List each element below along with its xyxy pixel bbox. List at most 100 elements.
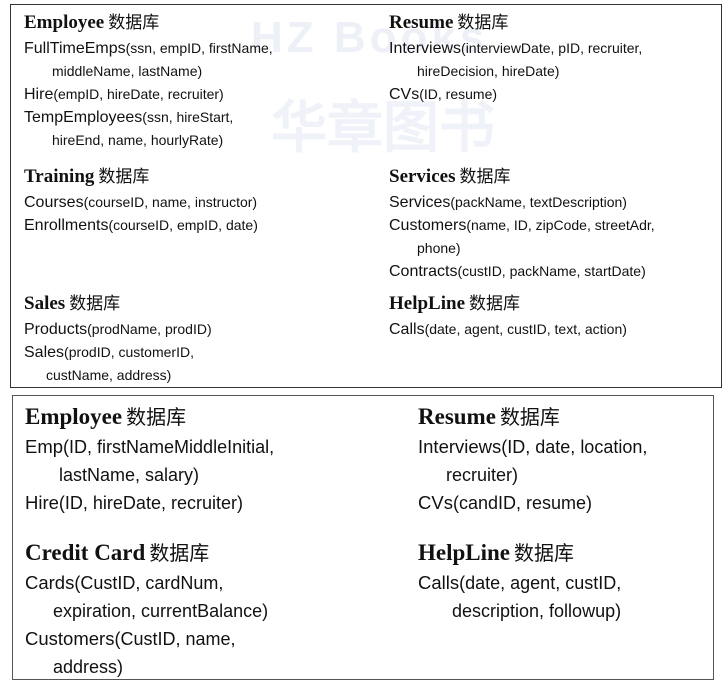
- name-label: TempEmployees: [24, 109, 143, 126]
- name-label: Resume: [418, 404, 496, 429]
- db-heading: HelpLine 数据库: [389, 292, 627, 316]
- table-fulltimeemps: FullTimeEmps(ssn, empID, firstName, middl…: [24, 37, 273, 83]
- attribute-list: (courseID, name, instructor): [83, 194, 258, 210]
- table-customers: Customers(CustID, name, address): [25, 625, 268, 681]
- attribute-list: (packName, textDescription): [450, 194, 627, 210]
- db-helpline: HelpLine 数据库 Calls(date, agent, custID, de…: [418, 539, 621, 625]
- attribute-list: (candID, resume): [452, 493, 592, 513]
- name-label: Products: [24, 321, 88, 338]
- attribute-list: (CustID, cardNum,: [74, 573, 224, 593]
- db-training: Training 数据库 Courses(courseID, name, inst…: [24, 165, 258, 237]
- table-courses: Courses(courseID, name, instructor): [24, 191, 258, 214]
- attribute-list: (ID, hireDate, recruiter): [58, 493, 243, 513]
- top-schema-panel: HZ Books 华章图书 Employee 数据库 FullTimeEmps(s…: [10, 4, 722, 388]
- db-heading: HelpLine 数据库: [418, 539, 621, 567]
- attribute-list-continued: lastName, salary): [59, 464, 200, 485]
- name-label: Sales: [24, 293, 66, 314]
- table-enrollments: Enrollments(courseID, empID, date): [24, 214, 258, 237]
- db-credit-card: Credit Card 数据库 Cards(CustID, cardNum, exp…: [25, 539, 268, 681]
- name-label: Emp: [25, 436, 64, 457]
- attribute-list-continued: middleName, lastName): [52, 63, 203, 79]
- db-heading: Employee 数据库: [25, 403, 274, 431]
- name-label: FullTimeEmps: [24, 40, 126, 57]
- attribute-list-continued: expiration, currentBalance): [53, 600, 269, 621]
- table-interviews: Interviews(ID, date, location, recruiter): [418, 433, 647, 489]
- name-label: Customers: [25, 628, 115, 649]
- db-heading: Services 数据库: [389, 165, 655, 189]
- table-calls: Calls(date, agent, custID, text, action): [389, 318, 627, 341]
- name-label: Resume: [389, 12, 454, 33]
- attribute-list: (ssn, empID, firstName,: [125, 40, 273, 56]
- db-heading: Credit Card 数据库: [25, 539, 268, 567]
- attribute-list: (interviewDate, pID, recruiter,: [461, 40, 643, 56]
- db-helpline: HelpLine 数据库 Calls(date, agent, custID, t…: [389, 292, 627, 341]
- name-label: Hire: [24, 86, 54, 103]
- db-heading: Resume 数据库: [389, 11, 642, 35]
- db-suffix-label: 数据库: [514, 541, 575, 565]
- attribute-list-continued: address): [53, 656, 124, 677]
- attribute-list-continued: recruiter): [446, 464, 519, 485]
- name-label: HelpLine: [389, 293, 466, 314]
- db-employee: Employee 数据库 FullTimeEmps(ssn, empID, fir…: [24, 11, 273, 152]
- table-customers: Customers(name, ID, zipCode, streetAdr, p…: [389, 214, 655, 260]
- name-label: CVs: [389, 86, 420, 103]
- db-suffix-label: 数据库: [459, 167, 511, 187]
- name-label: Cards: [25, 572, 75, 593]
- db-resume: Resume 数据库 Interviews(ID, date, location,…: [418, 403, 647, 518]
- name-label: CVs: [418, 492, 453, 513]
- db-suffix-label: 数据库: [98, 167, 150, 187]
- name-label: HelpLine: [418, 540, 511, 565]
- name-label: Hire: [25, 492, 59, 513]
- db-suffix-label: 数据库: [499, 405, 560, 429]
- db-heading: Resume 数据库: [418, 403, 647, 431]
- table-calls: Calls(date, agent, custID, description, f…: [418, 569, 621, 625]
- db-suffix-label: 数据库: [69, 294, 121, 314]
- name-label: Customers: [389, 217, 467, 234]
- db-services: Services 数据库 Services(packName, textDescr…: [389, 165, 655, 283]
- attribute-list-continued: hireDecision, hireDate): [417, 63, 560, 79]
- table-sales: Sales(prodID, customerID, custName, addre…: [24, 341, 212, 387]
- db-resume: Resume 数据库 Interviews(interviewDate, pID,…: [389, 11, 642, 106]
- name-label: Calls: [389, 321, 425, 338]
- db-heading: Sales 数据库: [24, 292, 212, 316]
- db-employee: Employee 数据库 Emp(ID, firstNameMiddleIniti…: [25, 403, 274, 518]
- table-emp: Emp(ID, firstNameMiddleInitial, lastName,…: [25, 433, 274, 489]
- table-hire: Hire(ID, hireDate, recruiter): [25, 489, 274, 518]
- table-cards: Cards(CustID, cardNum, expiration, curren…: [25, 569, 268, 625]
- name-label: Enrollments: [24, 217, 109, 234]
- db-suffix-label: 数据库: [108, 13, 160, 33]
- table-cvs: CVs(ID, resume): [389, 83, 642, 106]
- name-label: Training: [24, 166, 95, 187]
- name-label: Interviews: [418, 436, 502, 457]
- name-label: Interviews: [389, 40, 462, 57]
- db-suffix-label: 数据库: [457, 13, 509, 33]
- attribute-list-continued: hireEnd, name, hourlyRate): [52, 132, 224, 148]
- db-suffix-label: 数据库: [126, 405, 187, 429]
- attribute-list-continued: phone): [417, 240, 461, 256]
- name-label: Sales: [24, 344, 65, 361]
- attribute-list: (date, agent, custID, text, action): [424, 321, 627, 337]
- table-services: Services(packName, textDescription): [389, 191, 655, 214]
- table-products: Products(prodName, prodID): [24, 318, 212, 341]
- name-label: Services: [389, 194, 451, 211]
- attribute-list: (CustID, name,: [114, 629, 236, 649]
- name-label: Contracts: [389, 263, 458, 280]
- attribute-list: (ID, firstNameMiddleInitial,: [63, 437, 275, 457]
- attribute-list: (ssn, hireStart,: [142, 109, 234, 125]
- attribute-list-continued: description, followup): [452, 600, 622, 621]
- table-contracts: Contracts(custID, packName, startDate): [389, 260, 655, 283]
- name-label: Calls: [418, 572, 460, 593]
- attribute-list: (date, agent, custID,: [459, 573, 622, 593]
- db-heading: Training 数据库: [24, 165, 258, 189]
- name-label: Credit Card: [25, 540, 146, 565]
- name-label: Services: [389, 166, 456, 187]
- name-label: Courses: [24, 194, 84, 211]
- attribute-list: (empID, hireDate, recruiter): [53, 86, 224, 102]
- table-interviews: Interviews(interviewDate, pID, recruiter…: [389, 37, 642, 83]
- table-hire: Hire(empID, hireDate, recruiter): [24, 83, 273, 106]
- table-tempemployees: TempEmployees(ssn, hireStart, hireEnd, na…: [24, 106, 273, 152]
- attribute-list: (prodID, customerID,: [64, 344, 194, 360]
- db-sales: Sales 数据库 Products(prodName, prodID) Sale…: [24, 292, 212, 387]
- bottom-schema-panel: Employee 数据库 Emp(ID, firstNameMiddleIniti…: [12, 395, 714, 680]
- name-label: Employee: [25, 404, 123, 429]
